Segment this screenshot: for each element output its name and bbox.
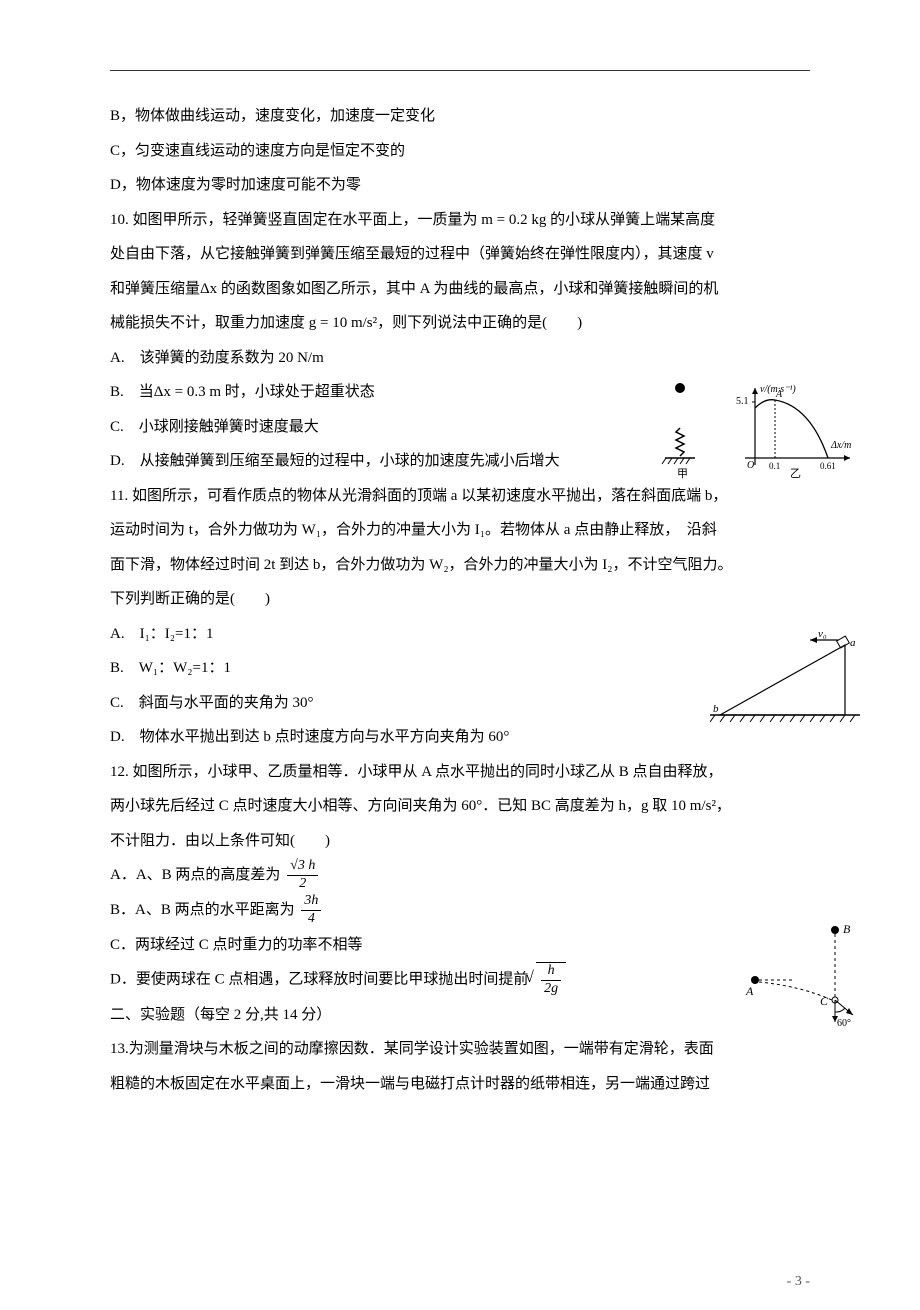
q11-option-d: D. 物体水平抛出到达 b 点时速度方向与水平方向夹角为 60° bbox=[110, 720, 810, 755]
q10-fig-xlabel: Δx/m bbox=[830, 440, 851, 451]
q11-option-a: A. I₁：I₂=1：1 bbox=[110, 617, 810, 652]
q11-fig-a: a bbox=[850, 637, 856, 649]
q-prev-option-b: B，物体做曲线运动，速度变化，加速度一定变化 bbox=[110, 99, 810, 134]
q11-stem-4: 下列判断正确的是( ) bbox=[110, 582, 810, 617]
q10-fig-xtick1: 0.1 bbox=[769, 461, 780, 471]
q12-stem-2: 两小球先后经过 C 点时速度大小相等、方向间夹角为 60°．已知 BC 高度差为… bbox=[110, 789, 810, 824]
q12-optB-den: 4 bbox=[301, 911, 321, 928]
q10-stem-4: 械能损失不计，取重力加速度 g = 10 m/s²，则下列说法中正确的是( ) bbox=[110, 306, 810, 341]
q-prev-option-c: C，匀变速直线运动的速度方向是恒定不变的 bbox=[110, 134, 810, 169]
q12-optB-num: 3h bbox=[301, 893, 321, 911]
q12-fig-a: A bbox=[745, 984, 754, 998]
q11-stem-3: 面下滑，物体经过时间 2t 到达 b，合外力做功为 W₂，合外力的冲量大小为 I… bbox=[110, 548, 810, 583]
q11-stem-1: 11. 如图所示，可看作质点的物体从光滑斜面的顶端 a 以某初速度水平抛出，落在… bbox=[110, 479, 810, 514]
q12-optB-text: B．A、B 两点的水平距离为 bbox=[110, 902, 295, 918]
q12-optD-num: h bbox=[541, 963, 561, 981]
q10-figure: 甲 v/(m·s⁻¹) 5.1 Δx/m 0.1 0.61 A O 乙 bbox=[650, 380, 860, 480]
q11-fig-b: b bbox=[713, 703, 719, 715]
q12-stem-3: 不计阻力．由以上条件可知( ) bbox=[110, 824, 810, 859]
q-prev-option-d: D，物体速度为零时加速度可能不为零 bbox=[110, 168, 810, 203]
q12-optD-den: 2g bbox=[541, 981, 561, 998]
q12-option-c: C．两球经过 C 点时重力的功率不相等 bbox=[110, 928, 810, 963]
q11-option-b: B. W₁：W₂=1：1 bbox=[110, 651, 810, 686]
section-2-header: 二、实验题（每空 2 分,共 14 分） bbox=[110, 998, 810, 1033]
q12-fig-angle: 60° bbox=[837, 1018, 851, 1029]
q10-option-a: A. 该弹簧的劲度系数为 20 N/m bbox=[110, 341, 810, 376]
q11-stem-2: 运动时间为 t，合外力做功为 W₁，合外力的冲量大小为 I₁。若物体从 a 点由… bbox=[110, 513, 810, 548]
q10-stem-2: 处自由下落，从它接触弹簧到弹簧压缩至最短的过程中（弹簧始终在弹性限度内），其速度… bbox=[110, 237, 810, 272]
q12-fig-b: B bbox=[843, 922, 851, 936]
horizontal-rule bbox=[110, 70, 810, 71]
q10-fig-point-a: A bbox=[775, 389, 783, 400]
q12-fig-c: C bbox=[820, 994, 829, 1008]
q11-option-c: C. 斜面与水平面的夹角为 30° bbox=[110, 686, 810, 721]
q10-stem-1: 10. 如图甲所示，轻弹簧竖直固定在水平面上，一质量为 m = 0.2 kg 的… bbox=[110, 203, 810, 238]
q10-stem-3: 和弹簧压缩量Δx 的函数图象如图乙所示，其中 A 为曲线的最高点，小球和弹簧接触… bbox=[110, 272, 810, 307]
q11-fig-v0: v₀ bbox=[818, 630, 827, 640]
question-12: 12. 如图所示，小球甲、乙质量相等．小球甲从 A 点水平抛出的同时小球乙从 B… bbox=[110, 755, 810, 998]
q11-figure: v₀ a b bbox=[710, 630, 860, 730]
q13-stem-1: 13.为测量滑块与木板之间的动摩擦因数．某同学设计实验装置如图，一端带有定滑轮，… bbox=[110, 1032, 810, 1067]
q12-optA-num: √3 h bbox=[287, 858, 318, 876]
q10-fig-origin: O bbox=[747, 460, 754, 471]
q10-fig-right-label: 乙 bbox=[790, 467, 801, 480]
page-number: - 3 - bbox=[787, 1274, 810, 1290]
q12-stem-1: 12. 如图所示，小球甲、乙质量相等．小球甲从 A 点水平抛出的同时小球乙从 B… bbox=[110, 755, 810, 790]
q12-optD-text: D．要使两球在 C 点相遇，乙球释放时间要比甲球抛出时间提前 bbox=[110, 972, 528, 988]
q10-fig-ytick: 5.1 bbox=[736, 396, 749, 407]
q10-fig-left-label: 甲 bbox=[677, 468, 688, 480]
q12-figure: B A C 60° bbox=[740, 920, 860, 1030]
q10-fig-xtick2: 0.61 bbox=[820, 461, 836, 471]
q12-option-b: B．A、B 两点的水平距离为 3h4 bbox=[110, 893, 810, 928]
question-11: 11. 如图所示，可看作质点的物体从光滑斜面的顶端 a 以某初速度水平抛出，落在… bbox=[110, 479, 810, 755]
q12-optA-den: 2 bbox=[287, 876, 318, 893]
q13-stem-2: 粗糙的木板固定在水平桌面上，一滑块一端与电磁打点计时器的纸带相连，另一端通过跨过 bbox=[110, 1067, 810, 1102]
q12-option-d: D．要使两球在 C 点相遇，乙球释放时间要比甲球抛出时间提前 h2g bbox=[110, 962, 810, 998]
question-13: 13.为测量滑块与木板之间的动摩擦因数．某同学设计实验装置如图，一端带有定滑轮，… bbox=[110, 1032, 810, 1101]
q12-option-a: A．A、B 两点的高度差为 √3 h2 bbox=[110, 858, 810, 893]
q12-optA-text: A．A、B 两点的高度差为 bbox=[110, 867, 280, 883]
